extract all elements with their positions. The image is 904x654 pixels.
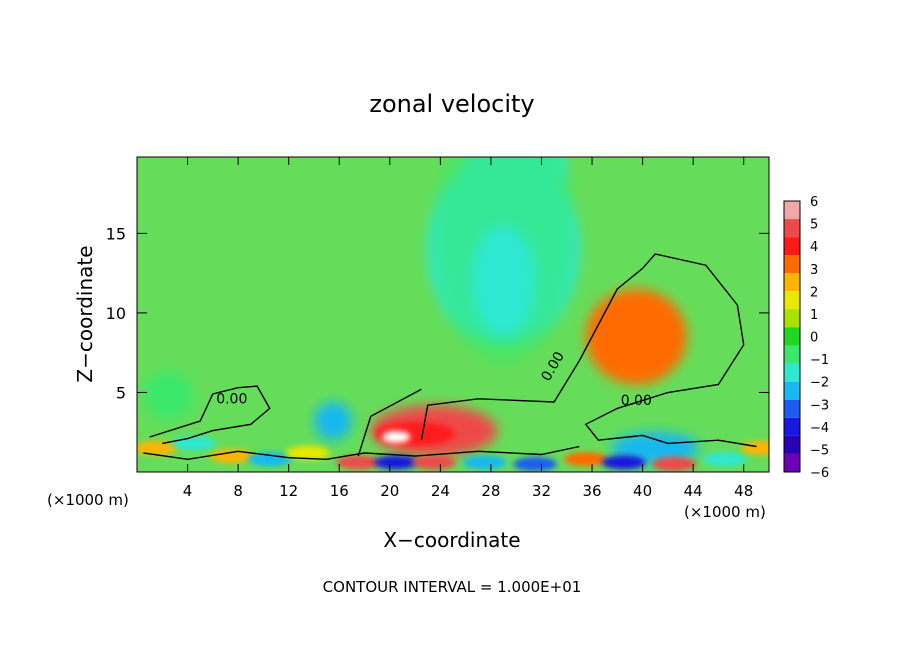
field-jet-core: [471, 226, 536, 337]
colorbar-swatch: [784, 291, 800, 310]
contour-line-zero-1: [149, 385, 271, 445]
y-axis-label: Z−coordinate: [73, 245, 97, 382]
contour-line-zero-3: [143, 445, 580, 461]
plot-frame: [136, 156, 770, 473]
colorbar-swatch: [784, 219, 800, 238]
y-tick-label: 15: [106, 224, 126, 243]
field-surface-0: [137, 441, 178, 456]
chart-title: zonal velocity: [369, 90, 534, 118]
colorbar-swatch: [784, 363, 800, 382]
field-surface-7: [412, 455, 457, 470]
colorbar-tick-label: −1: [810, 353, 829, 368]
colorbar-tick-label: 6: [810, 195, 818, 210]
x-tick-label: 44: [684, 482, 703, 500]
x-tick-label: 24: [431, 482, 450, 500]
y-tick-label: 10: [106, 304, 126, 323]
field-surface-14: [740, 441, 769, 456]
y-tick-label: 5: [116, 383, 126, 402]
field-surface-1: [171, 436, 216, 451]
colorbar-swatch: [784, 435, 800, 454]
field-surface-2: [209, 449, 254, 464]
field-surface-10: [563, 452, 608, 467]
field-surface-12: [652, 457, 697, 472]
colorbar-tick-label: 0: [810, 331, 818, 346]
field-surface-5: [336, 455, 381, 470]
colorbar-tick-label: 1: [810, 308, 818, 323]
plot-area: 0.000.000.00: [136, 156, 770, 473]
x-axis: 4 8 12 16 20 24 28 32 36 40 44 48: [183, 157, 753, 500]
colorbar-swatch: [784, 381, 800, 400]
colorbar-tick-label: −4: [810, 421, 829, 436]
contour-label-0: 0.00: [216, 392, 247, 408]
contour-line-zero-2: [357, 388, 422, 457]
colorbar-swatch: [784, 453, 800, 472]
contour-interval-note: CONTOUR INTERVAL = 1.000E+01: [323, 578, 582, 596]
colorbar-swatch: [784, 345, 800, 364]
contour-label-2: 0.00: [621, 393, 652, 409]
field-surface-4: [285, 445, 330, 460]
x-tick-label: 36: [582, 482, 601, 500]
colorbar-swatch: [784, 399, 800, 418]
colorbar-swatch: [784, 327, 800, 346]
field-max-core: [604, 316, 669, 357]
colorbar-tick-label: 4: [810, 240, 818, 255]
colorbar-swatch: [784, 273, 800, 292]
x-tick-label: 20: [380, 482, 399, 500]
x-tick-label: 40: [633, 482, 652, 500]
colorbar-swatch: [784, 201, 800, 220]
x-tick-label: 8: [233, 482, 243, 500]
field-surface-3: [247, 452, 292, 467]
field-surface-6: [374, 455, 419, 470]
x-unit-left: (×1000 m): [47, 491, 129, 509]
x-unit-right: (×1000 m): [684, 503, 766, 521]
field-min-5: [611, 432, 700, 465]
colorbar-swatch: [784, 309, 800, 328]
contour-line-zero-0: [420, 253, 757, 448]
field-min-6: [143, 371, 194, 420]
colorbar-swatch: [784, 255, 800, 274]
x-tick-label: 12: [279, 482, 298, 500]
colorbar-tick-label: 5: [810, 218, 818, 233]
colorbar-tick-label: −3: [810, 398, 829, 413]
x-tick-label: 48: [734, 482, 753, 500]
field-surface-13: [702, 452, 747, 467]
field-surface-9: [513, 457, 558, 472]
x-tick-label: 32: [532, 482, 551, 500]
y-axis: 5 10 15: [106, 224, 769, 402]
field-surface-11: [601, 455, 646, 470]
colorbar-frame: [783, 200, 801, 473]
colorbar: 6 5 4 3 2 1 0 −1 −2 −3 −4 −5 −6: [783, 195, 829, 481]
x-tick-label: 28: [481, 482, 500, 500]
field-min-4: [313, 402, 352, 441]
colorbar-tick-label: −6: [810, 466, 829, 481]
colorbar-tick-label: −2: [810, 376, 829, 391]
colorbar-tick-label: 3: [810, 263, 818, 278]
x-axis-label: X−coordinate: [383, 528, 520, 552]
x-tick-label: 4: [183, 482, 193, 500]
field-surface-8: [462, 455, 507, 470]
colorbar-swatch: [784, 237, 800, 256]
colorbar-swatch: [784, 417, 800, 436]
x-tick-label: 16: [330, 482, 349, 500]
field-max-peak: [382, 431, 411, 443]
colorbar-tick-label: −5: [810, 443, 829, 458]
colorbar-tick-label: 2: [810, 285, 818, 300]
